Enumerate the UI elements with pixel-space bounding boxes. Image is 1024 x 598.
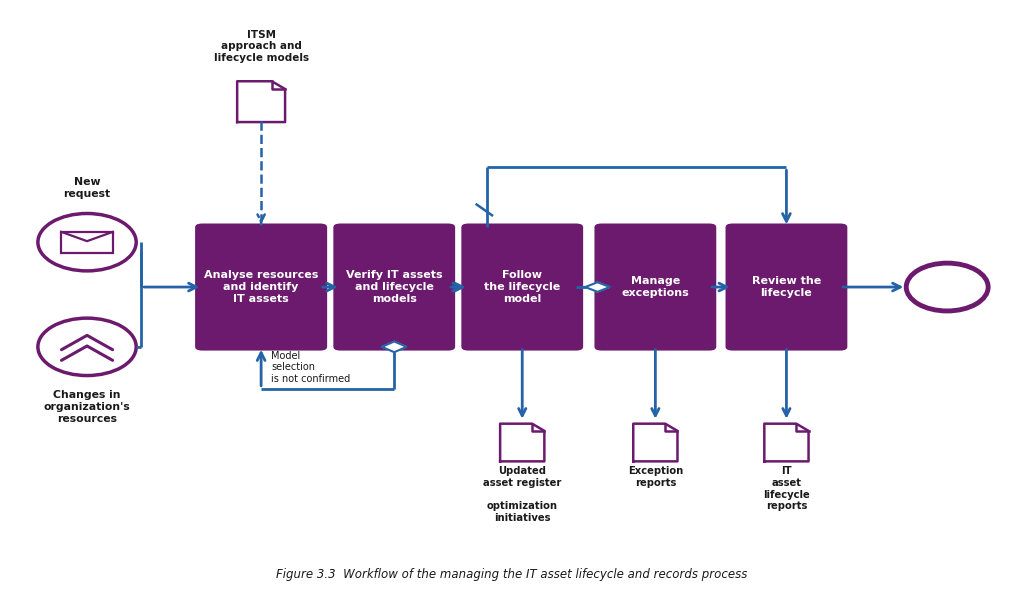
Text: IT
asset
lifecycle
reports: IT asset lifecycle reports — [763, 466, 810, 511]
Text: Updated
asset register

optimization
initiatives: Updated asset register optimization init… — [483, 466, 561, 523]
Text: Review the
lifecycle: Review the lifecycle — [752, 276, 821, 298]
Text: ITSM
approach and
lifecycle models: ITSM approach and lifecycle models — [214, 29, 308, 63]
Text: New
request: New request — [63, 177, 111, 199]
Polygon shape — [586, 282, 610, 292]
FancyBboxPatch shape — [725, 222, 848, 352]
Text: Follow
the lifecycle
model: Follow the lifecycle model — [484, 270, 560, 304]
Polygon shape — [633, 423, 678, 462]
FancyBboxPatch shape — [195, 222, 328, 352]
Polygon shape — [500, 423, 545, 462]
Text: Manage
exceptions: Manage exceptions — [622, 276, 689, 298]
FancyBboxPatch shape — [332, 222, 457, 352]
Text: Changes in
organization's
resources: Changes in organization's resources — [44, 390, 130, 424]
Text: Verify IT assets
and lifecycle
models: Verify IT assets and lifecycle models — [346, 270, 442, 304]
FancyBboxPatch shape — [461, 222, 584, 352]
Text: Exception
reports: Exception reports — [628, 466, 683, 488]
FancyBboxPatch shape — [594, 222, 717, 352]
Polygon shape — [238, 81, 285, 122]
Text: Model
selection
is not confirmed: Model selection is not confirmed — [271, 350, 350, 384]
Text: Analyse resources
and identify
IT assets: Analyse resources and identify IT assets — [204, 270, 318, 304]
Polygon shape — [764, 423, 809, 462]
Text: Figure 3.3  Workflow of the managing the IT asset lifecycle and records process: Figure 3.3 Workflow of the managing the … — [276, 568, 748, 581]
Polygon shape — [382, 341, 407, 352]
Bar — [61, 232, 113, 252]
